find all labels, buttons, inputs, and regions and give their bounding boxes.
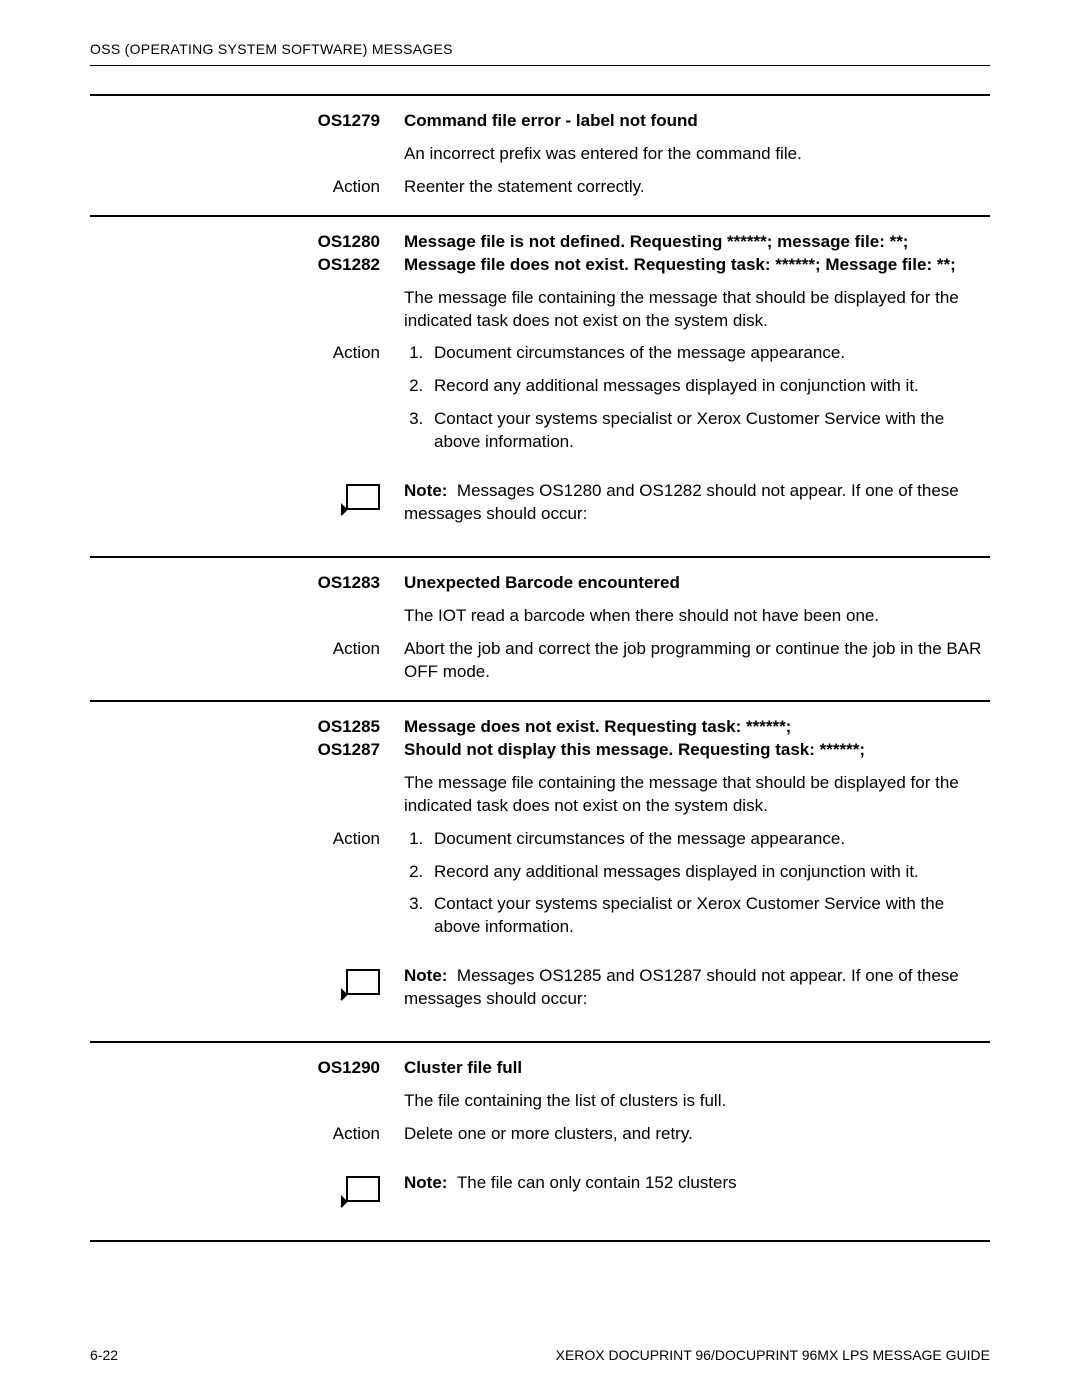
note-body: Messages OS1280 and OS1282 should not ap… <box>404 481 959 523</box>
description: The IOT read a barcode when there should… <box>404 595 990 628</box>
spacer <box>90 595 380 628</box>
entry-os1280-1282: OS1280 Message file is not defined. Requ… <box>90 217 990 455</box>
note-body: The file can only contain 152 clusters <box>457 1173 737 1192</box>
note-icon <box>340 1176 380 1210</box>
action-label: Action <box>90 166 380 215</box>
description: An incorrect prefix was entered for the … <box>404 133 990 166</box>
note-label: Note: <box>404 966 447 985</box>
title: Unexpected Barcode encountered <box>404 558 990 595</box>
entry-os1290: OS1290 Cluster file full The file contai… <box>90 1043 990 1146</box>
title: Command file error - label not found <box>404 96 990 133</box>
footer-title: XEROX DOCUPRINT 96/DOCUPRINT 96MX LPS ME… <box>556 1346 990 1365</box>
note-text: Note: The file can only contain 152 clus… <box>404 1172 990 1195</box>
description: The message file containing the message … <box>404 762 990 818</box>
action-text: Delete one or more clusters, and retry. <box>404 1113 990 1146</box>
title: Cluster file full <box>404 1043 990 1080</box>
entry-os1279: OS1279 Command file error - label not fo… <box>90 96 990 215</box>
code: OS1282 <box>90 254 380 277</box>
title-line: Should not display this message. Request… <box>404 739 990 762</box>
list-item: Record any additional messages displayed… <box>428 375 990 398</box>
code-line: OS1285 <box>90 716 380 739</box>
action-text: Abort the job and correct the job progra… <box>404 628 990 700</box>
note-icon <box>340 969 380 1003</box>
list-item: Document circumstances of the message ap… <box>428 828 990 851</box>
action-label: Action <box>90 332 380 454</box>
code: OS1283 <box>90 558 380 595</box>
list-item: Contact your systems specialist or Xerox… <box>428 408 990 454</box>
page-number: 6-22 <box>90 1346 118 1365</box>
title: Message file is not defined. Requesting … <box>404 217 990 254</box>
title-line: Message does not exist. Requesting task:… <box>404 716 990 739</box>
description: The file containing the list of clusters… <box>404 1080 990 1113</box>
page-footer: 6-22 XEROX DOCUPRINT 96/DOCUPRINT 96MX L… <box>90 1346 990 1365</box>
title: Message does not exist. Requesting task:… <box>404 702 990 762</box>
note-label: Note: <box>404 481 447 500</box>
action-list: Document circumstances of the message ap… <box>404 342 990 454</box>
page-header: OSS (OPERATING SYSTEM SOFTWARE) MESSAGES <box>90 40 990 59</box>
list-item: Record any additional messages displayed… <box>428 861 990 884</box>
spacer <box>90 762 380 818</box>
code-line: OS1287 <box>90 739 380 762</box>
entry-os1285-1287: OS1285 OS1287 Message does not exist. Re… <box>90 702 990 940</box>
code: OS1290 <box>90 1043 380 1080</box>
note-text: Note: Messages OS1280 and OS1282 should … <box>404 480 990 526</box>
action-label: Action <box>90 818 380 940</box>
note-body: Messages OS1285 and OS1287 should not ap… <box>404 966 959 1008</box>
note-label: Note: <box>404 1173 447 1192</box>
spacer <box>90 277 380 333</box>
action-list: Document circumstances of the message ap… <box>404 828 990 940</box>
code: OS1279 <box>90 96 380 133</box>
entry-os1283: OS1283 Unexpected Barcode encountered Th… <box>90 558 990 700</box>
title: Message file does not exist. Requesting … <box>404 254 990 277</box>
note-text: Note: Messages OS1285 and OS1287 should … <box>404 965 990 1011</box>
divider <box>90 1240 990 1242</box>
description: The message file containing the message … <box>404 277 990 333</box>
action-label: Action <box>90 628 380 700</box>
note-icon <box>340 484 380 518</box>
list-item: Contact your systems specialist or Xerox… <box>428 893 990 939</box>
spacer <box>90 133 380 166</box>
action-text: Reenter the statement correctly. <box>404 166 990 215</box>
code: OS1285 OS1287 <box>90 702 380 762</box>
code: OS1280 <box>90 217 380 254</box>
list-item: Document circumstances of the message ap… <box>428 342 990 365</box>
action-label: Action <box>90 1113 380 1146</box>
spacer <box>90 1080 380 1113</box>
